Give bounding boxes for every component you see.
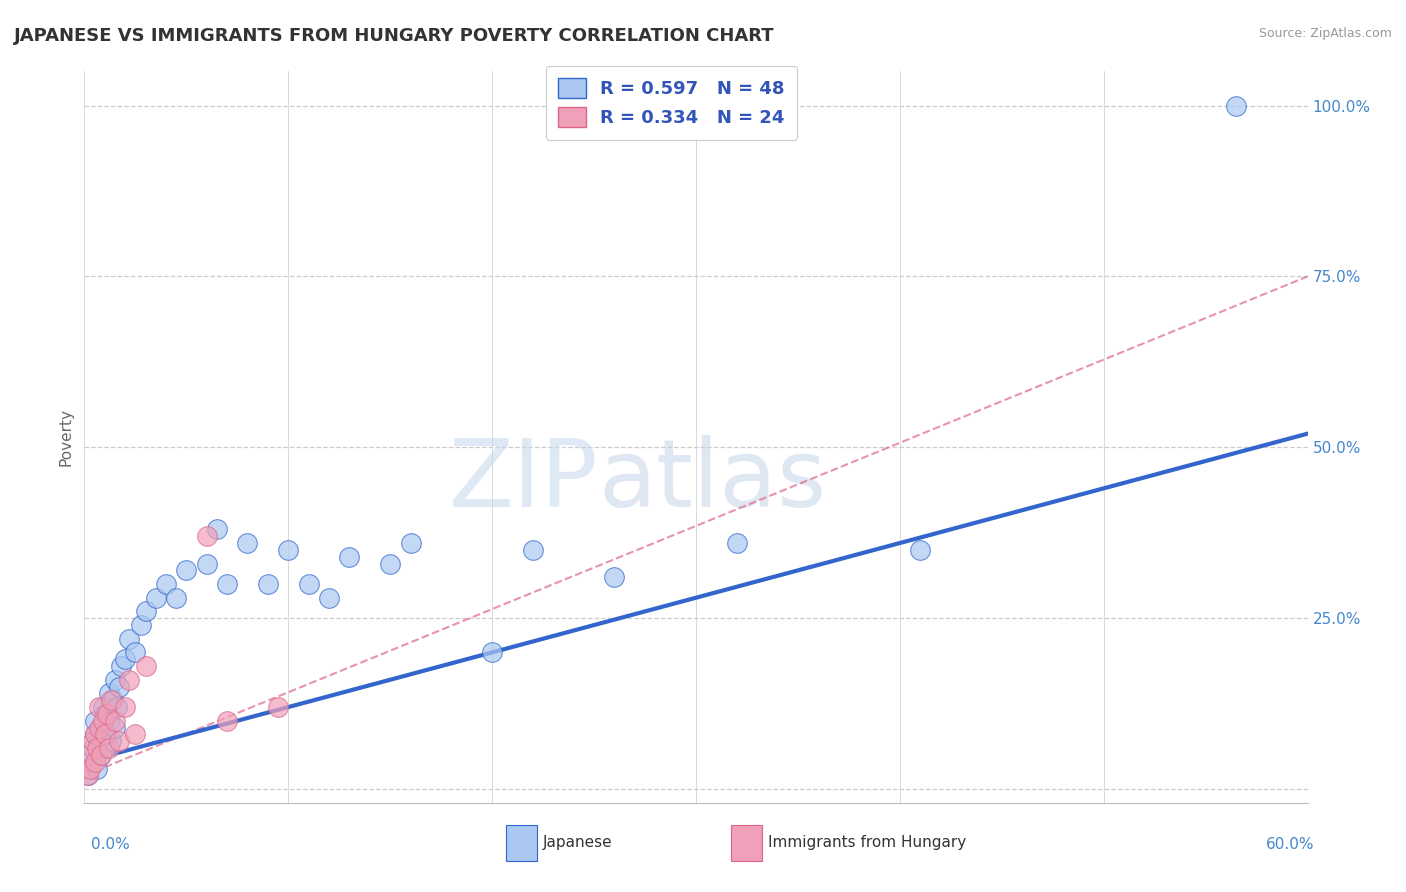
Point (77, 747, 100, 762)
Point (83, 727, 105, 741)
Point (100, 734, 122, 748)
Point (83, 755, 105, 769)
Point (118, 673, 141, 687)
Bar (506, 825, 537, 861)
Point (108, 734, 131, 748)
Point (108, 680, 131, 694)
Text: Immigrants from Hungary: Immigrants from Hungary (768, 836, 966, 850)
Point (257, 577, 280, 591)
Point (82, 741, 104, 756)
Point (725, 536, 748, 550)
Point (195, 557, 218, 571)
Bar (731, 825, 762, 861)
Point (195, 529, 218, 543)
Text: Source: ZipAtlas.com: Source: ZipAtlas.com (1258, 27, 1392, 40)
Point (82, 734, 104, 748)
Point (87, 721, 110, 735)
Text: ZIP: ZIP (449, 435, 598, 527)
Point (77, 768, 100, 782)
Point (90, 747, 112, 762)
Point (90, 721, 112, 735)
Point (100, 693, 122, 707)
Point (124, 727, 146, 741)
Point (93, 741, 115, 756)
Text: 60.0%: 60.0% (1267, 837, 1315, 852)
Legend: R = 0.597   N = 48, R = 0.334   N = 24: R = 0.597 N = 48, R = 0.334 N = 24 (546, 66, 797, 140)
Point (87, 734, 110, 748)
Point (97, 741, 120, 756)
Point (145, 591, 167, 605)
Point (217, 577, 239, 591)
Point (86, 762, 108, 776)
Text: atlas: atlas (598, 435, 827, 527)
Y-axis label: Poverty: Poverty (58, 408, 73, 467)
Point (86, 741, 108, 756)
Point (318, 591, 340, 605)
Point (908, 542, 931, 557)
Point (124, 645, 146, 659)
Point (87, 700, 110, 714)
Point (135, 659, 157, 673)
Point (339, 549, 360, 564)
Point (91, 700, 114, 714)
Point (104, 721, 127, 735)
Point (77, 768, 100, 782)
Point (96, 727, 118, 741)
Point (97, 686, 120, 700)
Point (135, 604, 157, 618)
Point (79, 762, 101, 776)
Point (277, 542, 299, 557)
Text: 0.0%: 0.0% (91, 837, 131, 852)
Point (90, 747, 112, 762)
Point (114, 652, 136, 666)
Point (93, 706, 115, 721)
Point (267, 700, 290, 714)
Point (110, 659, 132, 673)
Point (96, 706, 118, 721)
Point (399, 536, 422, 550)
Point (79, 755, 101, 769)
Point (298, 577, 321, 591)
Point (217, 714, 239, 728)
Point (105, 700, 128, 714)
Point (83, 727, 105, 741)
Text: Japanese: Japanese (543, 836, 613, 850)
Point (104, 673, 127, 687)
Point (603, 570, 626, 584)
Point (91, 714, 114, 728)
Point (93, 727, 115, 741)
Text: JAPANESE VS IMMIGRANTS FROM HUNGARY POVERTY CORRELATION CHART: JAPANESE VS IMMIGRANTS FROM HUNGARY POVE… (14, 27, 775, 45)
Point (114, 700, 136, 714)
Point (131, 618, 153, 632)
Point (522, 542, 544, 557)
Point (165, 591, 187, 605)
Point (1225, 98, 1247, 112)
Point (155, 577, 177, 591)
Point (104, 714, 127, 728)
Point (83, 714, 105, 728)
Point (118, 632, 141, 646)
Point (101, 693, 124, 707)
Point (205, 522, 228, 536)
Point (236, 536, 259, 550)
Point (380, 557, 402, 571)
Point (174, 563, 197, 577)
Point (481, 645, 503, 659)
Point (97, 714, 120, 728)
